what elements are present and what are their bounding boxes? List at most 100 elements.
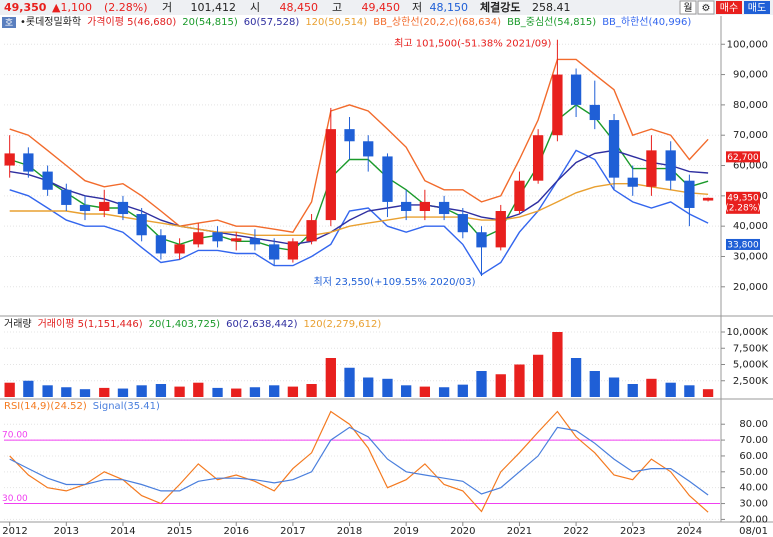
price-sublabel: (2.28%) — [725, 203, 761, 213]
x-tick-label: 2020 — [450, 526, 475, 537]
y-tick-label: 10,000K — [726, 327, 768, 338]
volume-bar — [401, 385, 412, 397]
volume-bar — [79, 389, 91, 397]
candle-body — [646, 150, 657, 187]
volume-bar — [382, 378, 393, 397]
candle-body — [4, 153, 15, 166]
volume-bar — [419, 386, 431, 397]
volume-bar — [589, 371, 600, 397]
candle-body — [212, 232, 223, 242]
annotation: 최고 101,500(-51.38% 2021/09) — [394, 38, 551, 50]
candle-body — [231, 238, 242, 242]
button[interactable] — [697, 0, 715, 15]
price-label-box — [726, 151, 760, 163]
candle-body — [476, 232, 487, 248]
header-bar — [0, 0, 773, 15]
legend-entry: BB_하한선(40,996) — [602, 15, 691, 28]
volume-bar — [608, 377, 620, 397]
legend-entry: 120(50,514) — [305, 17, 367, 28]
candle-body — [665, 150, 676, 181]
y-tick-label: 20.00 — [739, 514, 768, 525]
candle-body — [79, 204, 91, 212]
sell-button[interactable] — [744, 1, 770, 14]
current-price: 49,350 — [4, 1, 47, 14]
price-label-box — [726, 238, 760, 250]
candle-body — [702, 197, 714, 201]
y-tick-label: 80,000 — [733, 100, 768, 111]
low-label: 저 — [412, 1, 422, 14]
volume-bar — [457, 384, 468, 397]
volume-bar — [136, 385, 147, 397]
x-tick-label: 2018 — [337, 526, 362, 537]
y-tick-label: 30,000 — [733, 251, 768, 262]
button[interactable] — [679, 0, 697, 15]
candle-body — [287, 241, 299, 260]
volume-bar — [193, 382, 204, 397]
price-label-box — [726, 191, 760, 214]
candle-body — [249, 238, 261, 245]
volume-bar — [325, 358, 336, 397]
strength-value: 258.41 — [532, 1, 571, 14]
x-tick-label: 2022 — [563, 526, 588, 537]
volume-bar — [61, 387, 72, 397]
candle-body — [589, 104, 600, 121]
legend-entry: 120(2,279,612) — [304, 319, 382, 330]
x-tick-label: 2015 — [167, 526, 192, 537]
y-tick-label: 7,500K — [733, 343, 769, 354]
x-tick-label: 2016 — [224, 526, 249, 537]
candle-body — [457, 214, 468, 233]
volume-bar — [363, 377, 374, 397]
volume-bar — [212, 387, 223, 397]
legend-entry: 20(1,403,725) — [149, 319, 221, 330]
volume-bar — [532, 354, 544, 397]
candle-body — [608, 120, 620, 178]
candle-body — [344, 129, 355, 142]
volume-bar — [702, 389, 714, 397]
series-line — [9, 410, 709, 513]
legend-entry: BB_상한선(20,2,c)(68,634) — [373, 16, 501, 28]
change-rate: (2.28%) — [104, 1, 148, 14]
legend-entry: •롯데정밀화학 — [20, 16, 81, 28]
low-value: 48,150 — [430, 1, 469, 14]
y-tick-label: 2,500K — [733, 376, 769, 387]
candle-body — [552, 74, 563, 136]
candle-body — [627, 177, 638, 187]
candle-body — [419, 201, 431, 212]
candle-body — [363, 141, 374, 157]
candle-body — [155, 235, 167, 254]
buy-button[interactable] — [716, 1, 742, 14]
legend-entry: RSI(14,9)(24.52) — [4, 401, 87, 412]
series-line — [9, 183, 709, 236]
series-line — [9, 149, 709, 276]
candle-body — [193, 232, 204, 245]
candle-body — [570, 74, 582, 105]
button-label[interactable]: 매수 — [720, 2, 738, 14]
candle-body — [99, 201, 110, 212]
y-tick-label: 30.00 — [739, 499, 768, 510]
button-label[interactable]: 매도 — [748, 2, 766, 14]
volume-bar — [552, 332, 563, 397]
y-tick-label: 40.00 — [739, 483, 768, 494]
candle-body — [136, 214, 147, 236]
y-tick-label: 80.00 — [739, 419, 768, 430]
candle-body — [532, 135, 544, 181]
volume-bar — [514, 364, 525, 397]
high-value: 49,450 — [362, 1, 401, 14]
candle-body — [269, 244, 280, 260]
button-label[interactable]: 월 — [683, 2, 692, 14]
series-line — [9, 58, 709, 233]
volume-bar — [249, 387, 261, 397]
x-end-label: 08/01 — [739, 526, 768, 537]
volume-bar — [174, 386, 185, 397]
y-tick-label: 20,000 — [733, 282, 768, 293]
volume-bar — [476, 371, 487, 397]
candle-body — [306, 220, 317, 242]
y-tick-label: 70,000 — [733, 130, 768, 141]
tag-box[interactable] — [2, 17, 16, 28]
candle-body — [325, 129, 336, 221]
button-label[interactable]: ⚙ — [702, 3, 711, 14]
annotation: 최저 23,550(+109.55% 2020/03) — [314, 276, 476, 288]
legend-entry: 20(54,815) — [182, 17, 238, 28]
tag[interactable]: 호 — [5, 18, 13, 29]
